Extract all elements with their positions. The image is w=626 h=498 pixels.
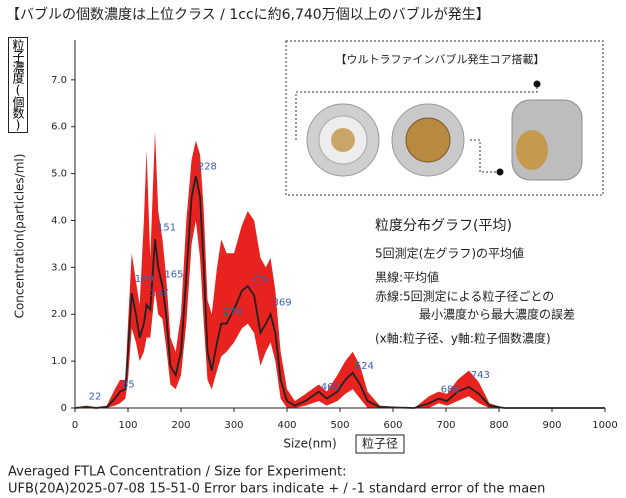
x-tick-label: 900 — [542, 420, 561, 431]
x-tick-label: 500 — [330, 420, 349, 431]
inset: 【ウルトラファインバブル発生コア搭載】 — [285, 40, 604, 196]
y-tick-label: 7.0 — [51, 75, 67, 86]
peak-label: 276 — [223, 307, 242, 318]
dot — [496, 168, 504, 176]
y-tick-label: 1.0 — [51, 356, 67, 367]
nozzle-image — [405, 117, 451, 163]
y-tick-label: 0 — [61, 403, 67, 414]
footer-line: UFB(20A)2025-07-08 15-51-0 Error bars in… — [8, 482, 545, 497]
y-tick-label: 4.0 — [51, 215, 67, 226]
y-tick-label: 3.0 — [51, 262, 67, 273]
core-image — [516, 130, 548, 170]
x-tick-label: 800 — [489, 420, 508, 431]
inset-title: 【ウルトラファインバブル発生コア搭載】 — [336, 52, 545, 66]
peak-label: 460 — [321, 382, 340, 393]
peak-label: 743 — [471, 370, 490, 381]
peak-label: 85 — [122, 380, 135, 391]
note: 最小濃度から最大濃度の誤差 — [419, 307, 575, 322]
peak-label: 22 — [89, 391, 102, 402]
nozzle-image — [331, 128, 355, 152]
y-tick-label: 6.0 — [51, 122, 67, 133]
x-tick-label: 0 — [72, 420, 78, 431]
x-tick-label: 200 — [171, 420, 190, 431]
peak-label: 228 — [198, 162, 217, 173]
y-axis-box-label: 粒子濃度(個数) — [8, 37, 28, 133]
note: 5回測定(左グラフ)の平均値 — [375, 246, 524, 261]
connector — [295, 85, 538, 140]
x-tick-label: 400 — [277, 420, 296, 431]
note: 赤線:5回測定による粒子径ごとの — [375, 289, 554, 304]
peak-label: 137 — [150, 288, 169, 299]
y-tick-label: 2.0 — [51, 309, 67, 320]
footer-line: Averaged FTLA Concentration / Size for E… — [8, 465, 346, 480]
x-axis-box-label: 粒子径 — [362, 436, 398, 451]
note-title: 粒度分布グラフ(平均) — [375, 218, 512, 234]
x-tick-label: 300 — [224, 420, 243, 431]
peak-label: 109 — [135, 274, 154, 285]
chart-title: 【バブルの個数濃度は上位クラス / 1ccに約6,740万個以上のバブルが発生】 — [6, 6, 490, 23]
peak-label: 369 — [273, 298, 292, 309]
note: (x軸:粒子径、y軸:粒子個数濃度) — [375, 331, 551, 346]
peak-label: 151 — [157, 223, 176, 234]
dot — [533, 80, 541, 88]
x-axis-title: Size(nm) — [283, 437, 336, 451]
x-tick-label: 700 — [436, 420, 455, 431]
peak-label: 165 — [164, 269, 183, 280]
note: 黒線:平均値 — [375, 270, 439, 285]
mean-line — [74, 175, 605, 409]
connector — [470, 139, 498, 173]
peak-label: 686 — [441, 384, 460, 395]
y-axis-title: Concentration(particles/ml) — [13, 154, 27, 319]
x-tick-label: 1000 — [592, 420, 617, 431]
peak-label: 326 — [250, 274, 269, 285]
x-tick-label: 100 — [118, 420, 137, 431]
x-label-box — [355, 434, 405, 454]
y-tick-label: 5.0 — [51, 169, 67, 180]
peak-label: 524 — [355, 361, 374, 372]
x-tick-label: 600 — [383, 420, 402, 431]
